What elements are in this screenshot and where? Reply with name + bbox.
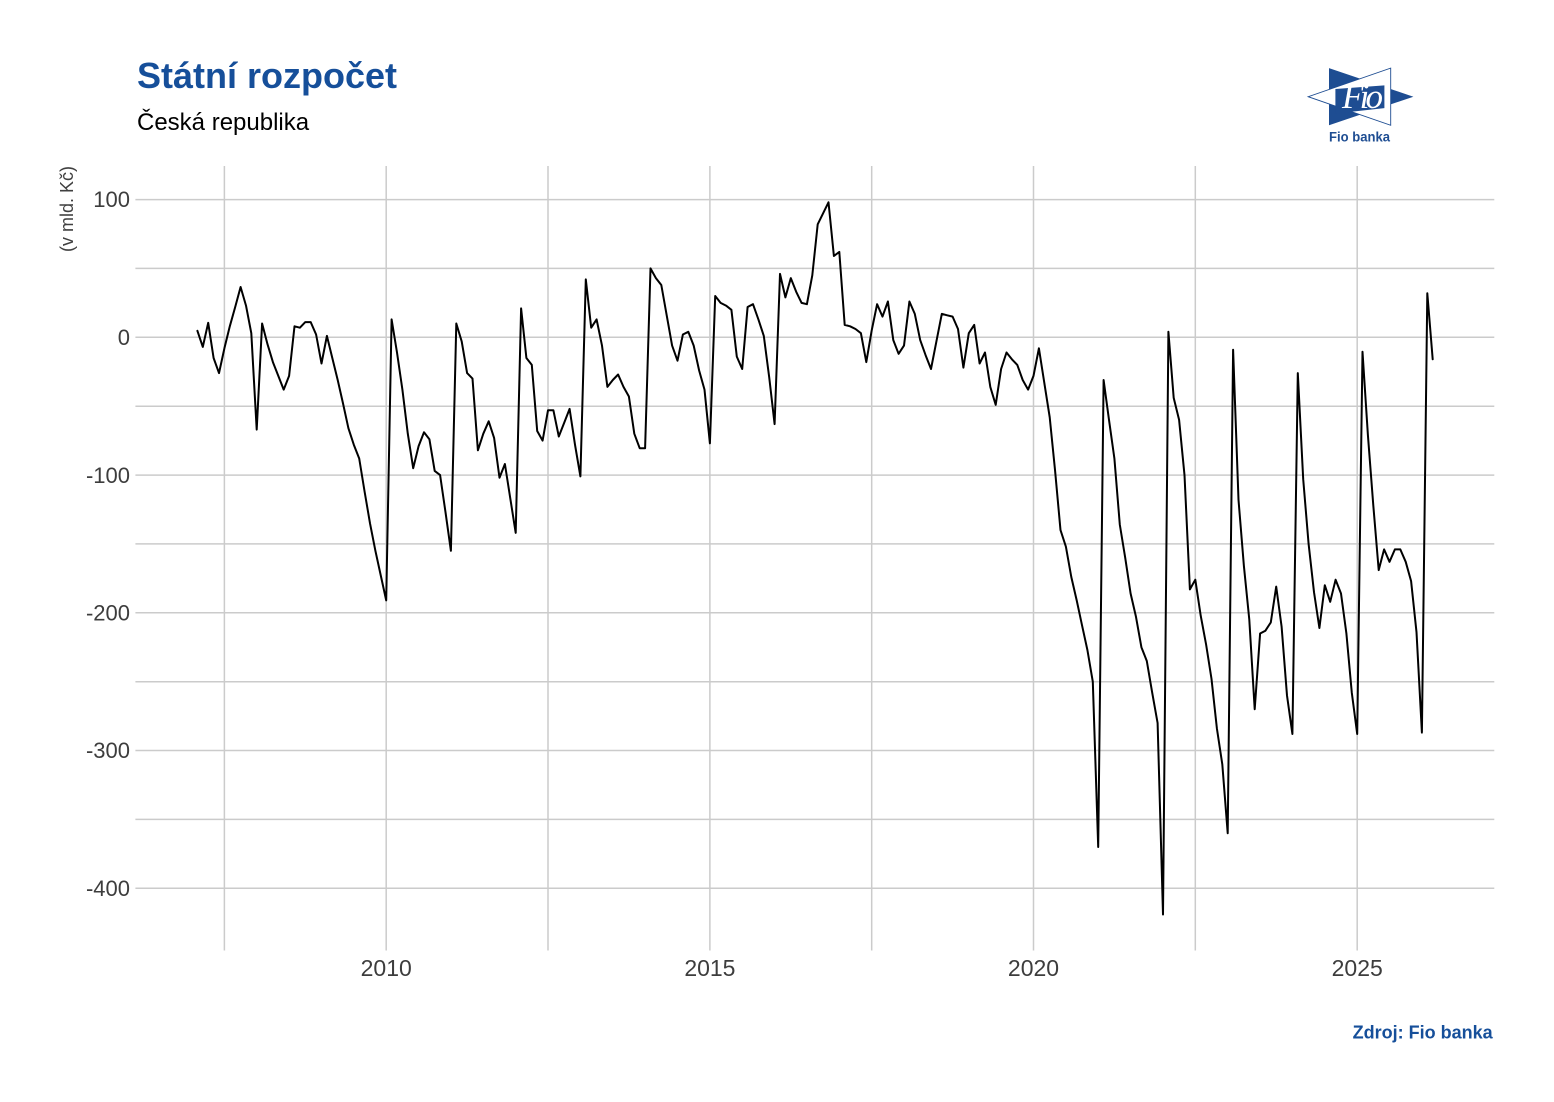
svg-text:(v mld. Kč): (v mld. Kč): [57, 166, 77, 252]
svg-text:-400: -400: [86, 876, 130, 901]
svg-text:-100: -100: [86, 463, 130, 488]
svg-text:2015: 2015: [684, 955, 735, 981]
svg-text:2020: 2020: [1008, 955, 1059, 981]
svg-text:Státní rozpočet: Státní rozpočet: [137, 55, 397, 96]
svg-text:100: 100: [93, 187, 130, 212]
svg-text:Zdroj: Fio banka: Zdroj: Fio banka: [1353, 1022, 1494, 1042]
svg-text:Česká republika: Česká republika: [137, 108, 310, 136]
svg-text:2010: 2010: [361, 955, 412, 981]
svg-text:2025: 2025: [1332, 955, 1383, 981]
svg-text:-300: -300: [86, 738, 130, 763]
svg-text:Fio: Fio: [1341, 77, 1383, 116]
svg-text:Fio banka: Fio banka: [1329, 129, 1390, 145]
svg-text:-200: -200: [86, 601, 130, 626]
svg-text:0: 0: [118, 325, 130, 350]
